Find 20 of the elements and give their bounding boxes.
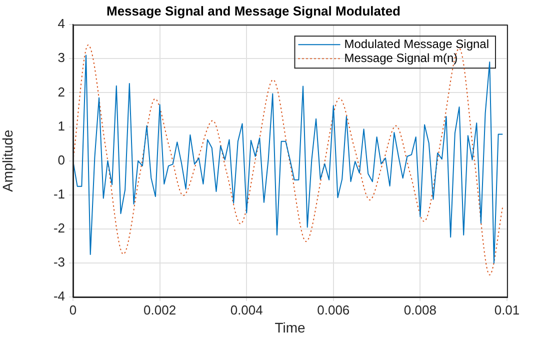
x-tick-label: 0.01 bbox=[494, 302, 520, 318]
y-tick-label: 0 bbox=[58, 152, 65, 168]
y-tick-label: 2 bbox=[58, 84, 65, 100]
x-tick-label: 0.002 bbox=[144, 302, 176, 318]
y-tick-label: -2 bbox=[53, 220, 65, 236]
y-tick-label: -1 bbox=[53, 186, 65, 202]
y-tick-label: -4 bbox=[53, 288, 65, 304]
y-axis-title: Amplitude bbox=[0, 129, 16, 192]
x-tick-label: 0 bbox=[69, 302, 77, 318]
y-tick-label: 3 bbox=[58, 50, 65, 66]
x-axis-title: Time bbox=[274, 319, 306, 336]
legend-label: Modulated Message Signal bbox=[344, 36, 490, 51]
x-tick-label: 0.004 bbox=[230, 302, 263, 318]
y-tick-label: 1 bbox=[58, 118, 65, 134]
legend-label: Message Signal m(n) bbox=[344, 50, 458, 65]
y-tick-label: 4 bbox=[58, 16, 65, 32]
x-tick-label: 0.008 bbox=[404, 302, 436, 318]
y-tick-label: -3 bbox=[53, 254, 65, 270]
chart-title: Message Signal and Message Signal Modulated bbox=[106, 3, 401, 18]
x-tick-label: 0.006 bbox=[317, 302, 350, 318]
